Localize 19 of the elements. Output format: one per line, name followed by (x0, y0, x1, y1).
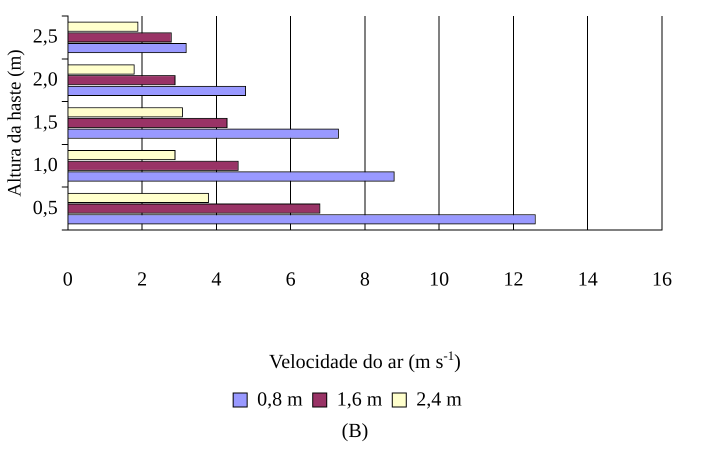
y-tick-label: 1,0 (32, 154, 58, 176)
x-tick-label: 8 (360, 268, 370, 290)
y-tick-label: 1,5 (32, 111, 58, 134)
x-tick-label: 6 (286, 268, 296, 290)
x-tick-label: 0 (62, 268, 73, 290)
legend-label: 1,6 m (336, 388, 383, 410)
y-tick-label: 0,5 (32, 196, 58, 219)
y-tick-label: 2,0 (32, 68, 58, 90)
x-tick-label: 10 (429, 268, 450, 290)
legend-label: 2,4 m (416, 388, 462, 410)
x-tick-label: 14 (578, 268, 598, 290)
text: (B) (340, 420, 370, 443)
x-tick-label: 16 (652, 268, 672, 290)
x-tick-label: 12 (503, 268, 524, 290)
legend-label: 0,8 m (257, 388, 304, 410)
y-tick-label: 2,5 (32, 26, 58, 48)
x-tick-label: 4 (211, 268, 222, 290)
y-axis-title: Altura da haste (m) (4, 49, 26, 197)
x-tick-label: 2 (137, 268, 148, 290)
